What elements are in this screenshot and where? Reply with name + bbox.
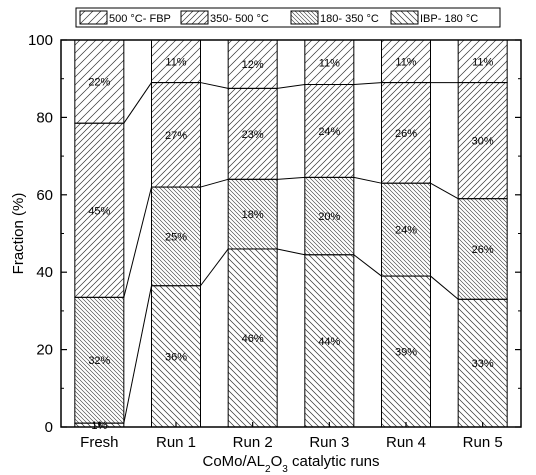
x-tick-label: Run 2 xyxy=(233,434,273,451)
bar-value-label: 44% xyxy=(318,336,340,348)
bar-value-label: 25% xyxy=(165,231,187,243)
bar-segment xyxy=(304,39,355,86)
bar-value-label: 26% xyxy=(472,244,494,256)
axes: 0 20 40 60 80 100 Fresh Run 1 Run 2 Run 3 Run 4 Run… xyxy=(10,32,522,475)
connector-line xyxy=(200,248,229,287)
bar-segment xyxy=(457,198,508,300)
plot-frame xyxy=(60,39,522,428)
bar-segment xyxy=(74,296,125,424)
x-tick-label: Run 1 xyxy=(156,434,196,451)
bar-value-label: 39% xyxy=(395,347,417,359)
x-axis-title-subscript: 2 xyxy=(265,464,271,475)
bar-segment xyxy=(381,82,431,184)
x-tick-label: Fresh xyxy=(80,434,118,451)
legend-swatch xyxy=(180,10,209,25)
legend-swatch xyxy=(290,10,319,25)
connector-line xyxy=(200,82,229,89)
connector-line xyxy=(200,178,229,188)
bar-segment xyxy=(381,39,431,84)
bar-value-label: 20% xyxy=(318,211,340,223)
legend: 500 °C- FBP 350- 500 °C 180- 350 °C IBP- 18… xyxy=(75,7,501,28)
x-axis-title-part: CoMo/AL xyxy=(202,453,265,470)
connector-line xyxy=(353,176,382,184)
connector-line xyxy=(277,176,305,180)
connector-line xyxy=(353,254,382,277)
bar-value-label: 11% xyxy=(395,56,416,68)
bar-segment xyxy=(227,178,278,250)
connector-line xyxy=(353,82,382,86)
bar-segment xyxy=(457,298,508,428)
bar-value-label: 30% xyxy=(472,136,494,148)
x-axis-title-part: O xyxy=(271,453,283,470)
x-axis-title: CoMo/AL2O3 catalytic runs xyxy=(202,453,379,475)
connector-line xyxy=(277,84,305,89)
bars-group xyxy=(74,39,508,428)
bar-value-label: 11% xyxy=(319,57,340,69)
y-tick-label: 80 xyxy=(36,109,53,126)
bar-value-label: 24% xyxy=(318,126,340,138)
connector-lines xyxy=(123,82,459,424)
x-tick-label: Run 5 xyxy=(463,434,503,451)
bar-segment xyxy=(381,182,431,277)
x-tick-label: Run 4 xyxy=(386,434,426,451)
y-tick-label: 0 xyxy=(45,419,53,436)
y-axis-title: Fraction (%) xyxy=(10,193,27,275)
connector-line xyxy=(430,182,459,200)
connector-line xyxy=(277,248,305,256)
bar-segment xyxy=(457,39,508,84)
bar-segment xyxy=(74,39,125,124)
bar-value-label: 23% xyxy=(242,129,264,141)
y-tick-label: 20 xyxy=(36,342,53,359)
connector-line xyxy=(123,186,152,298)
connector-line xyxy=(123,82,152,124)
bar-value-label: 11% xyxy=(472,56,493,68)
y-tick-label: 60 xyxy=(36,187,53,204)
legend-label: 500 °C- FBP xyxy=(109,13,171,25)
connector-line xyxy=(123,285,152,424)
bar-value-label: 11% xyxy=(165,56,186,68)
bar-value-label: 32% xyxy=(88,355,110,367)
legend-label: 350- 500 °C xyxy=(210,13,269,25)
bar-value-label: 26% xyxy=(395,128,417,140)
segment-labels: 1%32%45%22%36%25%27%11%46%18%23%12%44%20… xyxy=(88,56,494,432)
bar-segment xyxy=(227,87,278,180)
legend-swatch xyxy=(390,10,419,25)
bar-segment xyxy=(227,39,278,89)
bar-segment xyxy=(151,39,201,84)
connector-line xyxy=(430,275,459,300)
bar-value-label: 46% xyxy=(242,333,264,345)
y-tick-label: 100 xyxy=(28,32,53,49)
bar-value-label: 27% xyxy=(165,130,187,142)
bar-value-label: 24% xyxy=(395,225,417,237)
bar-value-label: 33% xyxy=(472,358,494,370)
legend-label: IBP- 180 °C xyxy=(420,13,478,25)
bar-segment xyxy=(74,122,125,298)
bar-value-label: 22% xyxy=(88,77,110,89)
bar-segment xyxy=(151,186,201,287)
bar-segment xyxy=(381,275,431,428)
bar-segment xyxy=(151,82,201,188)
legend-swatch xyxy=(79,10,108,25)
bar-value-label: 45% xyxy=(88,205,110,217)
x-axis-title-part: catalytic runs xyxy=(288,453,380,470)
bar-value-label: 18% xyxy=(242,209,264,221)
bar-segment xyxy=(304,176,355,256)
x-tick-label: Run 3 xyxy=(309,434,349,451)
x-axis-title-subscript: 3 xyxy=(282,464,288,475)
bar-value-label: 12% xyxy=(242,59,264,71)
bar-value-label: 36% xyxy=(165,351,187,363)
legend-label: 180- 350 °C xyxy=(320,13,379,25)
bar-segment xyxy=(457,82,508,200)
y-tick-label: 40 xyxy=(36,264,53,281)
